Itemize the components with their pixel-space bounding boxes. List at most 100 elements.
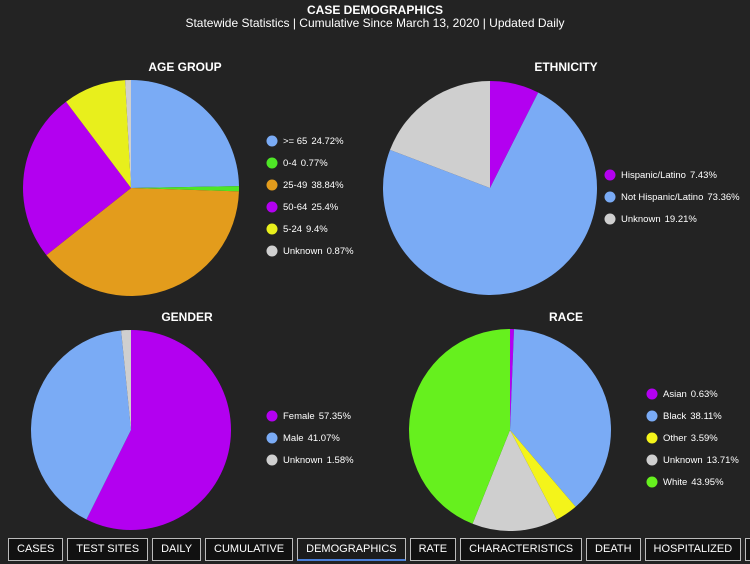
pie-slice bbox=[490, 81, 539, 188]
page-subtitle: Statewide Statistics | Cumulative Since … bbox=[185, 16, 564, 30]
nav-tab[interactable]: TEST SITES bbox=[67, 538, 149, 561]
legend-swatch bbox=[266, 410, 278, 422]
legend-swatch bbox=[646, 476, 658, 488]
legend-label: 0-4 0.77% bbox=[283, 158, 328, 169]
legend-swatch bbox=[266, 179, 278, 191]
legend-category: White bbox=[663, 477, 687, 488]
legend-category: >= 65 bbox=[283, 136, 307, 147]
nav-tab[interactable]: CASES bbox=[8, 538, 64, 561]
pie-slice bbox=[31, 330, 132, 520]
legend-category: 50-64 bbox=[283, 202, 307, 213]
legend-value: 0.63% bbox=[691, 389, 718, 400]
legend-value: 1.58% bbox=[327, 455, 354, 466]
legend-value: 7.43% bbox=[690, 170, 717, 181]
legend-value: 13.71% bbox=[707, 455, 740, 466]
legend-swatch bbox=[266, 432, 278, 444]
pie-slice bbox=[409, 329, 510, 524]
legend-label: 5-24 9.4% bbox=[283, 224, 328, 235]
nav-tab[interactable]: % POSITIVE bbox=[745, 538, 750, 561]
legend-swatch bbox=[266, 454, 278, 466]
legend-swatch bbox=[604, 169, 616, 181]
legend-value: 0.87% bbox=[327, 246, 354, 257]
pie-slice bbox=[510, 430, 576, 520]
charts: CASE DEMOGRAPHICS Statewide Statistics |… bbox=[22, 3, 740, 531]
legend-swatch bbox=[266, 135, 278, 147]
chart-title: ETHNICITY bbox=[534, 60, 597, 74]
legend-label: White 43.95% bbox=[663, 477, 724, 488]
pie-slice bbox=[22, 101, 131, 256]
legend-category: Not Hispanic/Latino bbox=[621, 192, 703, 203]
legend-label: 25-49 38.84% bbox=[283, 180, 344, 191]
nav-tab[interactable]: DEMOGRAPHICS bbox=[297, 538, 406, 561]
legend-label: Not Hispanic/Latino 73.36% bbox=[621, 192, 740, 203]
legend-swatch bbox=[646, 432, 658, 444]
legend-value: 9.4% bbox=[306, 224, 328, 235]
legend-label: Male 41.07% bbox=[283, 433, 340, 444]
legend-value: 38.84% bbox=[311, 180, 344, 191]
legend-swatch bbox=[646, 454, 658, 466]
legend-value: 73.36% bbox=[707, 192, 740, 203]
legend-category: Unknown bbox=[283, 246, 323, 257]
chart-title: GENDER bbox=[161, 310, 213, 324]
nav-tab[interactable]: HOSPITALIZED bbox=[644, 538, 742, 561]
pie-slice bbox=[86, 330, 232, 530]
legend-swatch bbox=[266, 157, 278, 169]
legend-swatch bbox=[266, 245, 278, 257]
legend-category: Unknown bbox=[663, 455, 703, 466]
legend-value: 24.72% bbox=[311, 136, 344, 147]
nav-tab[interactable]: DEATH bbox=[586, 538, 641, 561]
legend-swatch bbox=[646, 388, 658, 400]
pie-slice bbox=[383, 92, 597, 295]
legend-swatch bbox=[266, 201, 278, 213]
legend-value: 19.21% bbox=[665, 214, 698, 225]
legend-value: 25.4% bbox=[311, 202, 338, 213]
nav-tab[interactable]: CUMULATIVE bbox=[205, 538, 294, 561]
pie-slice bbox=[131, 80, 239, 188]
pie-slice bbox=[46, 188, 239, 297]
legend-label: Hispanic/Latino 7.43% bbox=[621, 170, 717, 181]
pie-slice bbox=[472, 430, 557, 531]
legend-value: 43.95% bbox=[691, 477, 724, 488]
legend-category: Other bbox=[663, 433, 687, 444]
legend-category: Male bbox=[283, 433, 304, 444]
page-title: CASE DEMOGRAPHICS bbox=[307, 3, 443, 17]
pie-slice bbox=[66, 80, 131, 188]
legend-value: 41.07% bbox=[308, 433, 341, 444]
legend-value: 57.35% bbox=[319, 411, 352, 422]
legend-label: 50-64 25.4% bbox=[283, 202, 339, 213]
legend-label: Unknown 19.21% bbox=[621, 214, 697, 225]
pie-slice bbox=[510, 329, 514, 430]
chart-title: RACE bbox=[549, 310, 583, 324]
nav-tab[interactable]: RATE bbox=[409, 538, 457, 561]
legend-label: Unknown 1.58% bbox=[283, 455, 354, 466]
legend-category: Hispanic/Latino bbox=[621, 170, 686, 181]
nav-tab[interactable]: CHARACTERISTICS bbox=[460, 538, 583, 561]
legend-category: 25-49 bbox=[283, 180, 307, 191]
legend-category: 5-24 bbox=[283, 224, 302, 235]
legend-label: Unknown 13.71% bbox=[663, 455, 739, 466]
legend-category: Asian bbox=[663, 389, 687, 400]
pie-slice bbox=[510, 329, 611, 507]
chart-title: AGE GROUP bbox=[148, 60, 221, 74]
legend-swatch bbox=[604, 191, 616, 203]
legend-value: 38.11% bbox=[690, 411, 722, 422]
legend-label: Black 38.11% bbox=[663, 411, 722, 422]
pie-slice bbox=[131, 186, 239, 192]
legend-category: Unknown bbox=[621, 214, 661, 225]
legend-category: Unknown bbox=[283, 455, 323, 466]
legend-value: 0.77% bbox=[301, 158, 328, 169]
pie-slice bbox=[390, 81, 490, 188]
legend-value: 3.59% bbox=[691, 433, 718, 444]
legend-swatch bbox=[266, 223, 278, 235]
legend-category: 0-4 bbox=[283, 158, 297, 169]
legend-swatch bbox=[646, 410, 658, 422]
tab-bar: CASES TEST SITES DAILY CUMULATIVE DEMOGRAPHI… bbox=[8, 538, 750, 561]
legend-category: Black bbox=[663, 411, 686, 422]
pie-slice bbox=[121, 330, 131, 430]
legend-label: >= 65 24.72% bbox=[283, 136, 344, 147]
legend-label: Asian 0.63% bbox=[663, 389, 718, 400]
legend-label: Unknown 0.87% bbox=[283, 246, 354, 257]
legend-label: Female 57.35% bbox=[283, 411, 351, 422]
nav-tab[interactable]: DAILY bbox=[152, 538, 202, 561]
legend-category: Female bbox=[283, 411, 315, 422]
